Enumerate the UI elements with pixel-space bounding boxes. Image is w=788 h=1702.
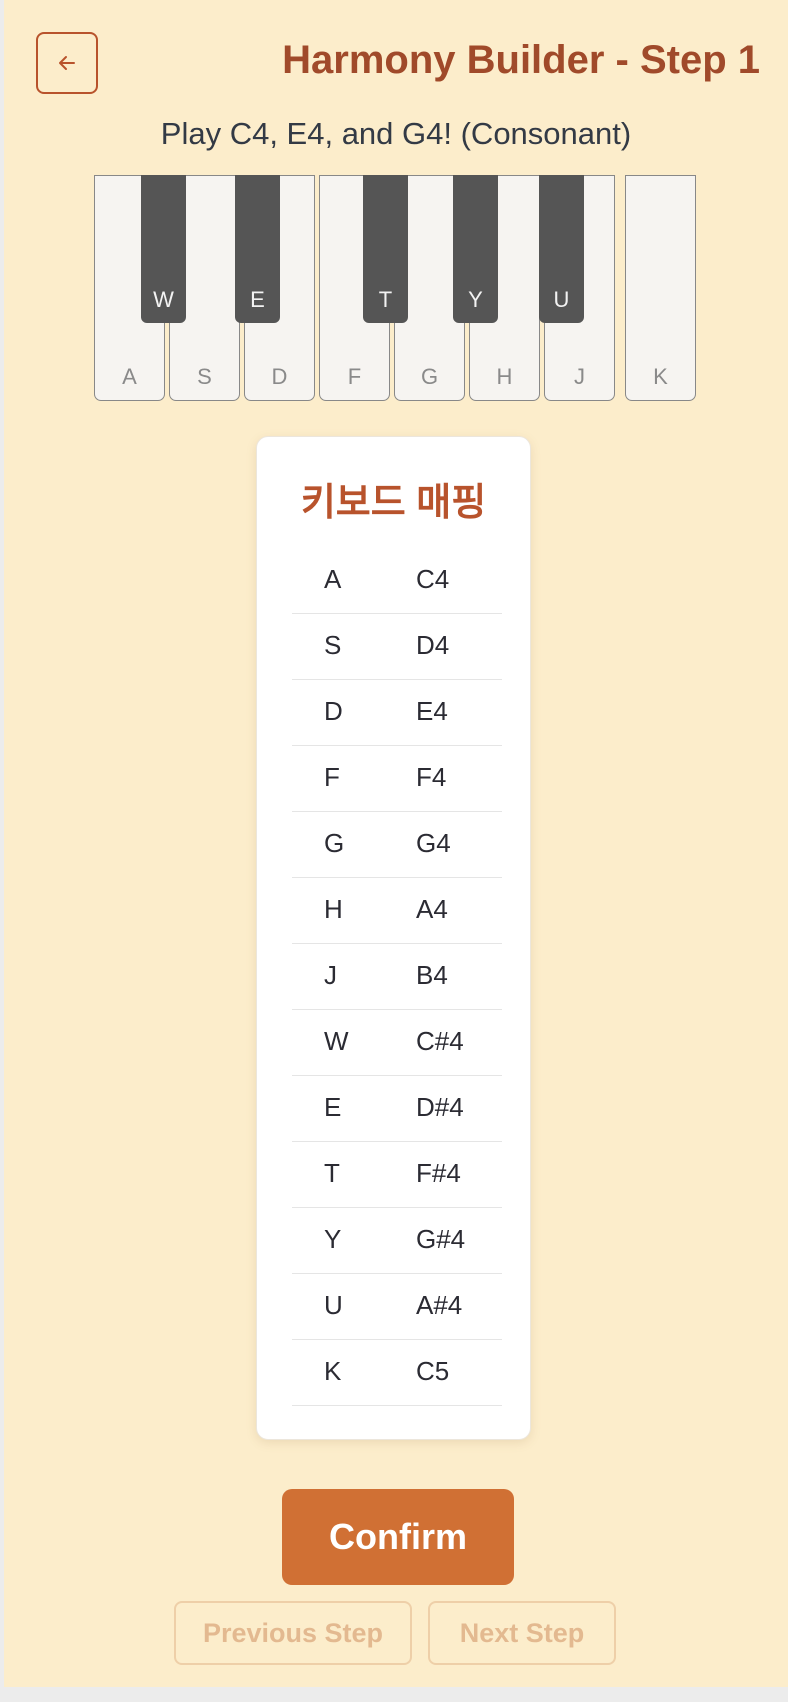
mapping-note: C5 [416, 1356, 450, 1386]
mapping-note: D4 [416, 630, 450, 660]
table-row: W C#4 [292, 1010, 502, 1076]
piano-key-t[interactable]: T [363, 175, 408, 323]
mapping-note: D#4 [416, 1092, 464, 1122]
key-label: A [122, 364, 137, 389]
mapping-note: A4 [416, 894, 448, 924]
key-label: S [197, 364, 212, 389]
mapping-key: S [324, 630, 342, 660]
key-label: H [496, 364, 513, 389]
back-button[interactable] [36, 32, 98, 94]
piano-key-w[interactable]: W [141, 175, 186, 323]
mapping-key: G [324, 828, 345, 858]
mapping-note: C4 [416, 564, 450, 594]
table-row: A C4 [292, 548, 502, 614]
key-label: K [653, 364, 668, 389]
mapping-key: F [324, 762, 340, 792]
app-page: Harmony Builder - Step 1 Play C4, E4, an… [4, 0, 788, 1687]
key-label: D [271, 364, 288, 389]
table-row: F F4 [292, 746, 502, 812]
table-row: Y G#4 [292, 1208, 502, 1274]
key-label: F [347, 364, 362, 389]
mapping-key: H [324, 894, 343, 924]
mapping-key: U [324, 1290, 343, 1320]
mapping-key: E [324, 1092, 342, 1122]
key-label: W [153, 287, 174, 312]
mapping-key: T [324, 1158, 340, 1188]
table-row: J B4 [292, 944, 502, 1010]
instruction-text: Play C4, E4, and G4! (Consonant) [160, 116, 632, 151]
table-row: K C5 [292, 1340, 502, 1406]
table-row: U A#4 [292, 1274, 502, 1340]
mapping-key: W [324, 1026, 349, 1056]
mapping-note: E4 [416, 696, 448, 726]
next-step-button[interactable]: Next Step [428, 1601, 616, 1665]
mapping-note: F4 [416, 762, 447, 792]
mapping-note: A#4 [416, 1290, 463, 1320]
mapping-note: F#4 [416, 1158, 461, 1188]
key-label: Y [468, 287, 483, 312]
key-label: U [553, 287, 570, 312]
mapping-key: K [324, 1356, 342, 1386]
mapping-key: Y [324, 1224, 342, 1254]
piano-key-k[interactable]: K [625, 175, 696, 401]
page-title: Harmony Builder - Step 1 [282, 38, 760, 82]
mapping-title: 키보드 매핑 [300, 482, 487, 524]
key-label: T [378, 287, 393, 312]
piano-key-y[interactable]: Y [453, 175, 498, 323]
table-row: T F#4 [292, 1142, 502, 1208]
keyboard-mapping-card: 키보드 매핑 [256, 436, 531, 1440]
table-row: H A4 [292, 878, 502, 944]
key-label: J [574, 364, 585, 389]
previous-step-button[interactable]: Previous Step [174, 1601, 412, 1665]
mapping-key: A [324, 564, 342, 594]
mapping-note: G4 [416, 828, 451, 858]
mapping-key: J [324, 960, 337, 990]
table-row: D E4 [292, 680, 502, 746]
arrow-left-icon [59, 56, 75, 70]
key-label: E [250, 287, 265, 312]
mapping-note: G#4 [416, 1224, 466, 1254]
key-label: G [420, 364, 439, 389]
mapping-note: B4 [416, 960, 448, 990]
table-row: S D4 [292, 614, 502, 680]
piano-keyboard: A S D F G H J K W E T Y U [94, 175, 698, 403]
mapping-note: C#4 [416, 1026, 464, 1056]
piano-key-u[interactable]: U [539, 175, 584, 323]
table-row: E D#4 [292, 1076, 502, 1142]
mapping-key: D [324, 696, 343, 726]
confirm-button[interactable]: Confirm [282, 1489, 514, 1585]
piano-key-e[interactable]: E [235, 175, 280, 323]
table-row: G G4 [292, 812, 502, 878]
